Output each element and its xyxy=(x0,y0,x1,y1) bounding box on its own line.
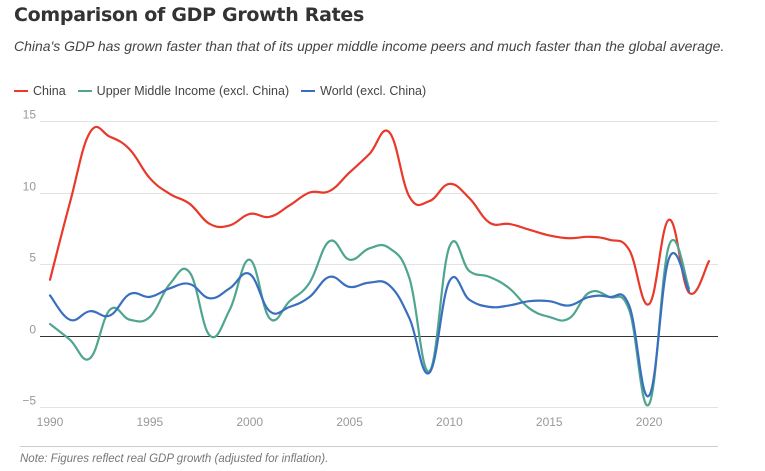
y-tick-label: 0 xyxy=(29,323,36,337)
legend: China Upper Middle Income (excl. China) … xyxy=(14,84,438,98)
y-axis-ticks: −5 0 5 10 15 xyxy=(22,108,36,408)
chart-title: Comparison of GDP Growth Rates xyxy=(14,4,364,26)
x-tick-label: 2015 xyxy=(536,415,563,429)
x-tick-label: 2020 xyxy=(636,415,663,429)
legend-swatch-world xyxy=(301,90,316,92)
legend-swatch-upper-middle-income xyxy=(77,90,92,92)
legend-item-upper-middle-income[interactable]: Upper Middle Income (excl. China) xyxy=(77,84,290,98)
x-axis-ticks: 1990 1995 2000 2005 2010 2015 2020 xyxy=(37,415,663,429)
x-tick-label: 2005 xyxy=(336,415,363,429)
gridlines xyxy=(40,121,718,408)
legend-label-world: World (excl. China) xyxy=(320,84,427,98)
legend-label-china: China xyxy=(33,84,66,98)
x-tick-label: 1990 xyxy=(37,415,64,429)
chart-note: Note: Figures reflect real GDP growth (a… xyxy=(20,453,329,465)
series-lines xyxy=(48,125,711,407)
legend-item-china[interactable]: China xyxy=(14,84,66,98)
line-upper-middle-income[interactable] xyxy=(48,239,691,407)
y-tick-label: 10 xyxy=(23,180,37,194)
line-world[interactable] xyxy=(48,252,691,398)
legend-swatch-china xyxy=(14,90,28,92)
legend-item-world[interactable]: World (excl. China) xyxy=(301,84,426,98)
x-tick-label: 2010 xyxy=(436,415,463,429)
y-tick-label: 15 xyxy=(23,108,37,122)
x-tick-label: 2000 xyxy=(236,415,263,429)
y-tick-label: 5 xyxy=(29,251,36,265)
y-tick-label: −5 xyxy=(22,394,36,408)
legend-label-upper-middle-income: Upper Middle Income (excl. China) xyxy=(96,84,290,98)
line-china[interactable] xyxy=(48,125,711,306)
chart-subtitle: China's GDP has grown faster than that o… xyxy=(14,38,725,54)
x-tick-label: 1995 xyxy=(136,415,163,429)
